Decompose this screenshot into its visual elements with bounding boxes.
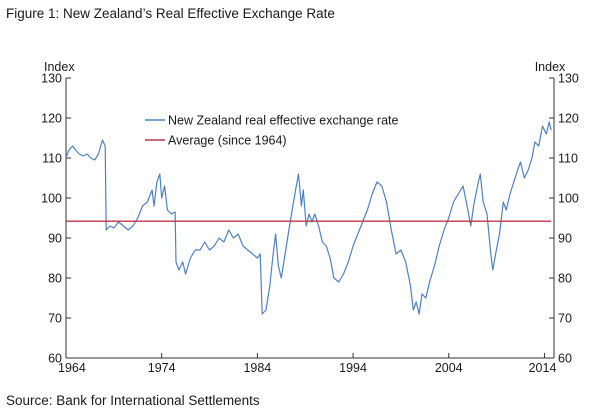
y-tick-label-left: 60 xyxy=(48,352,62,366)
x-tick-label: 2004 xyxy=(435,361,463,375)
y-tick-label-left: 90 xyxy=(48,232,62,246)
figure-title: Figure 1: New Zealand’s Real Effective E… xyxy=(6,6,335,21)
x-tick-label: 1994 xyxy=(339,361,367,375)
x-tick-label: 1984 xyxy=(243,361,271,375)
left-axis-label: Index xyxy=(44,60,75,74)
y-tick-label-right: 110 xyxy=(558,152,578,166)
y-tick-label-right: 100 xyxy=(558,192,579,206)
y-tick-label-right: 90 xyxy=(558,232,572,246)
y-tick-label-left: 110 xyxy=(42,152,62,166)
y-tick-label-right: 120 xyxy=(558,112,579,126)
y-tick-label-left: 100 xyxy=(41,192,62,206)
reer-series-line xyxy=(65,121,552,315)
x-tick-label: 1964 xyxy=(58,361,86,375)
y-tick-label-right: 60 xyxy=(558,352,572,366)
y-tick-label-left: 120 xyxy=(41,112,62,126)
right-axis-label: Index xyxy=(535,60,566,74)
y-tick-label-right: 70 xyxy=(558,312,572,326)
x-tick-label: 2014 xyxy=(529,361,557,375)
y-tick-label-right: 130 xyxy=(558,72,579,86)
legend-label: New Zealand real effective exchange rate xyxy=(168,114,399,128)
source-note: Source: Bank for International Settlemen… xyxy=(6,393,260,408)
y-tick-label-right: 80 xyxy=(558,272,572,286)
legend-label: Average (since 1964) xyxy=(168,134,287,148)
y-tick-label-left: 130 xyxy=(41,72,62,86)
x-tick-label: 1974 xyxy=(148,361,176,375)
y-tick-label-left: 70 xyxy=(48,312,62,326)
y-tick-label-left: 80 xyxy=(48,272,62,286)
